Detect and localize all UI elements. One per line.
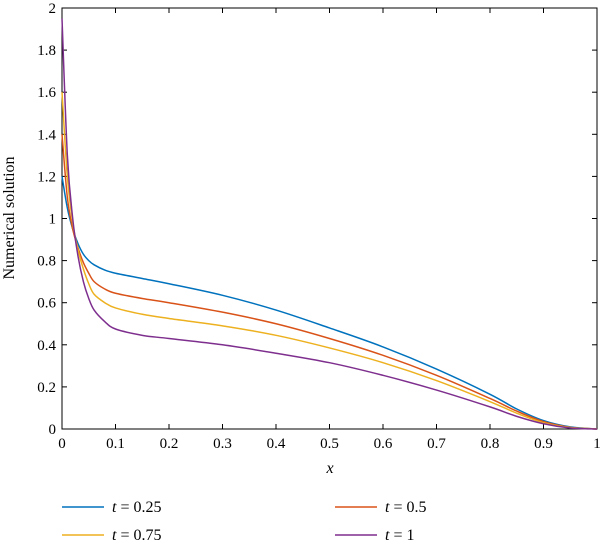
y-tick-label: 2 (49, 1, 57, 17)
y-tick-label: 0.6 (37, 296, 56, 312)
legend-label-1: t = 0.5 (385, 499, 426, 516)
x-axis-label: x (325, 460, 333, 477)
x-tick-label: 0 (58, 436, 66, 452)
x-tick-label: 0.7 (427, 436, 446, 452)
legend: t = 0.25 t = 0.5t = 0.75 t = 1 (62, 499, 426, 544)
y-tick-label: 1.2 (37, 169, 56, 185)
legend-value: = 0.75 (116, 527, 161, 544)
x-tick-label: 0.5 (320, 436, 339, 452)
x-tick-label: 1 (593, 436, 600, 452)
x-tick-label: 0.3 (213, 436, 232, 452)
legend-variable: t (112, 499, 117, 516)
x-tick-label: 0.6 (374, 436, 393, 452)
legend-label-3: t = 1 (385, 527, 414, 544)
x-tick-label: 0.2 (160, 436, 179, 452)
legend-label-2: t = 0.75 (112, 527, 161, 544)
y-tick-label: 1.6 (37, 85, 56, 101)
y-tick-label: 0.8 (37, 254, 56, 270)
y-tick-label: 1 (49, 212, 57, 228)
legend-variable: t (385, 527, 390, 544)
legend-value: = 0.5 (389, 499, 426, 516)
y-tick-label: 0.4 (37, 338, 56, 354)
plot-area-frame (61, 7, 598, 430)
y-tick-label: 0 (49, 422, 57, 438)
x-tick-label: 0.4 (267, 436, 286, 452)
x-tick-label: 0.1 (106, 436, 125, 452)
series-line-0 (61, 176, 598, 430)
x-tick-label: 0.8 (481, 436, 500, 452)
legend-variable: t (112, 527, 117, 544)
legend-label-0: t = 0.25 (112, 499, 161, 516)
series-line-2 (61, 92, 598, 430)
x-tick-label: 0.9 (534, 436, 553, 452)
legend-value: = 0.25 (116, 499, 161, 516)
series-line-3 (61, 18, 598, 430)
y-tick-label: 0.2 (37, 380, 56, 396)
series-lines (61, 18, 598, 430)
y-axis-ticks: 0 0.2 0.4 0.6 0.8 1 1.2 1.4 1.6 1.8 2 (37, 1, 597, 438)
legend-variable: t (385, 499, 390, 516)
series-line-1 (61, 134, 598, 430)
legend-value: = 1 (389, 527, 414, 544)
y-tick-label: 1.4 (37, 127, 56, 143)
y-axis-label: Numerical solution (1, 156, 18, 279)
x-axis-ticks: 0 0.1 0.2 0.3 0.4 0.5 0.6 0.7 0.8 0.9 1 (58, 8, 600, 452)
y-tick-label: 1.8 (37, 43, 56, 59)
